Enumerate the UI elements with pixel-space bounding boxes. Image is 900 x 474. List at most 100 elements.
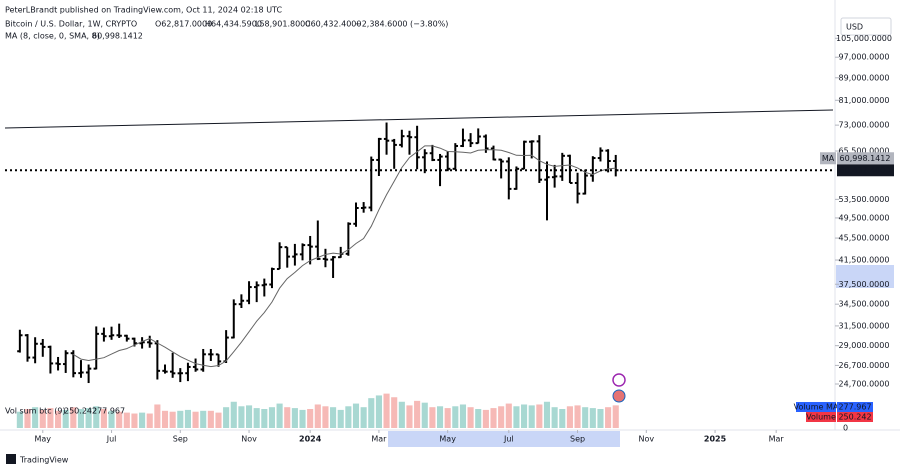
volume-bar xyxy=(429,407,436,428)
ohlc-bar xyxy=(292,243,298,266)
x-tick-label: Mar xyxy=(371,435,387,444)
ohlc-value: L58,901.8000 xyxy=(255,20,310,29)
x-tick-label: May xyxy=(35,435,52,444)
volume-bar xyxy=(566,406,573,428)
volume-bar xyxy=(70,407,77,428)
ohlc-bar xyxy=(330,256,336,278)
volume-bar xyxy=(330,407,337,428)
ohlc-bar xyxy=(391,138,397,169)
volume-bar xyxy=(505,403,512,428)
volume-bar xyxy=(398,401,405,428)
volume-bar xyxy=(291,408,298,428)
ohlc-bar xyxy=(490,145,497,161)
y-tick-label: 89,000.0000 xyxy=(839,73,890,82)
volume-bar xyxy=(161,410,169,428)
ohlc-bar xyxy=(368,156,374,212)
ohlc-bar xyxy=(40,339,46,357)
ohlc-bar xyxy=(582,169,588,195)
volume-bar xyxy=(55,410,62,428)
volume-label: 250.242 xyxy=(838,413,871,422)
ohlc-bar xyxy=(574,172,581,204)
volume-ma-legend: 277.967 xyxy=(92,407,125,416)
y-tick-label: 31,500.0000 xyxy=(839,321,890,330)
x-tick-label: Nov xyxy=(638,435,654,444)
ohlc-bar xyxy=(17,329,23,353)
y-tick-label: 53,500.0000 xyxy=(839,195,890,204)
volume-bar xyxy=(559,409,566,428)
ohlc-bar xyxy=(559,152,565,181)
volume-bar xyxy=(77,409,85,428)
ohlc-bar xyxy=(567,154,573,184)
volume-bar xyxy=(436,406,444,428)
volume-bar xyxy=(39,409,46,428)
ohlc-bar xyxy=(315,220,321,261)
ma-value-box xyxy=(837,152,894,165)
y-tick-label: 45,500.0000 xyxy=(839,234,890,243)
currency[interactable]: USD xyxy=(846,23,863,32)
ohlc-bar xyxy=(399,129,405,148)
y-tick-label: 73,000.0000 xyxy=(839,121,890,130)
volume-bar xyxy=(513,406,520,428)
volume-bar xyxy=(177,410,184,428)
ohlc-bar xyxy=(276,242,283,271)
volume-bar xyxy=(284,407,291,428)
ohlc-bar xyxy=(284,246,290,268)
volume-bar xyxy=(345,406,352,428)
volume-bar xyxy=(459,404,467,428)
currency-box[interactable] xyxy=(840,17,892,36)
volume-bar xyxy=(245,405,253,428)
y-tick-label: 37,500.0000 xyxy=(839,280,890,289)
ohlc-bar xyxy=(185,362,191,382)
x-tick-label: May xyxy=(439,435,456,444)
ohlc-value: C60,432.4000 xyxy=(305,20,361,29)
y-tick-label: 41,500.0000 xyxy=(839,256,890,265)
ohlc-bar xyxy=(246,281,252,305)
y-tick-label: 26,700.0000 xyxy=(839,361,890,370)
ohlc-bar xyxy=(101,327,107,342)
volume-bar xyxy=(482,409,489,428)
volume-bar xyxy=(597,409,604,428)
volume-ma-name-box xyxy=(796,402,836,412)
ohlc-bar xyxy=(238,294,245,309)
event-icon[interactable] xyxy=(612,373,626,387)
volume-bar xyxy=(551,407,558,428)
ma-value-label: 60,998.1412 xyxy=(840,154,891,163)
ohlc-bar xyxy=(406,130,413,155)
crosshair-highlight xyxy=(836,265,894,288)
volume-bar xyxy=(414,400,421,428)
x-tick-label: 2025 xyxy=(704,435,727,444)
volume-bar xyxy=(391,397,398,428)
y-tick-label: 24,700.0000 xyxy=(839,380,890,389)
volume-bar xyxy=(276,403,283,428)
ohlc-bar xyxy=(162,364,168,374)
ohlc-bar xyxy=(383,122,390,155)
x-tick-label: Jul xyxy=(503,435,514,444)
volume-bar xyxy=(528,405,535,428)
y-tick-label: 49,500.0000 xyxy=(839,213,890,222)
ma-name-box xyxy=(820,152,836,165)
ohlc-bar xyxy=(85,364,92,384)
volume-bar xyxy=(589,408,596,428)
ohlc-value: H64,434.5900 xyxy=(205,20,262,29)
ohlc-bar xyxy=(376,137,382,176)
volume-ma-label: 277.967 xyxy=(838,403,871,412)
ohlc-bar xyxy=(360,202,367,213)
volume-bar xyxy=(85,408,92,428)
volume-bar xyxy=(184,409,191,428)
volume-bar xyxy=(230,401,237,428)
ohlc-bar xyxy=(445,151,451,172)
y-tick-label: 81,000.0000 xyxy=(839,96,890,105)
ohlc-bar xyxy=(460,128,466,148)
ma-title: MA (8, close, 0, SMA, 8) xyxy=(5,32,100,41)
y-tick-label: 97,000.0000 xyxy=(839,53,890,62)
volume-bar xyxy=(582,407,589,428)
ohlc-bar xyxy=(108,326,115,340)
last-price-label: 60,432.4000 xyxy=(840,166,891,175)
ohlc-bar xyxy=(452,143,458,170)
y-tick-label: 65,500.0000 xyxy=(839,147,890,156)
x-tick-label: 2024 xyxy=(299,435,322,444)
volume-bar xyxy=(100,409,107,428)
ohlc-bar xyxy=(116,323,122,338)
event-icon[interactable] xyxy=(612,389,626,403)
